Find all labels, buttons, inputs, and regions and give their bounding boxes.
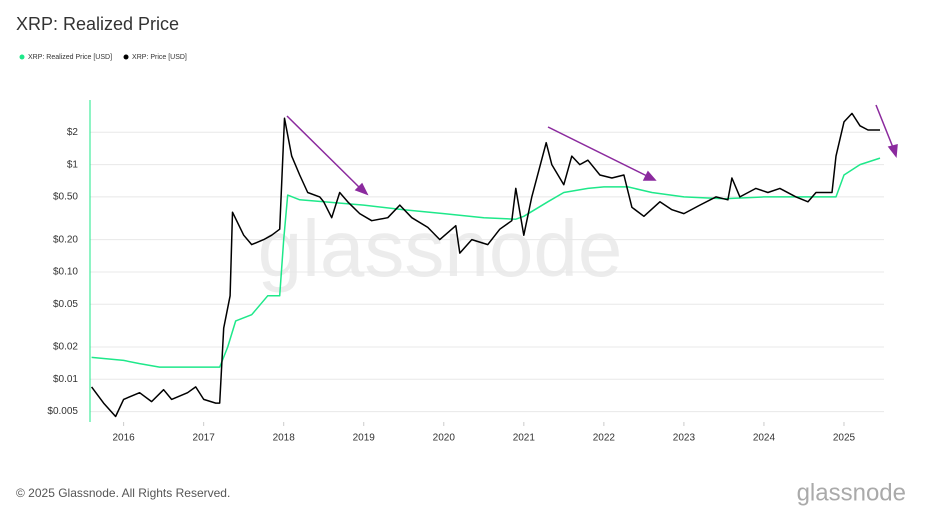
legend-swatch [123, 54, 129, 60]
y-tick-label: $2 [67, 127, 79, 138]
x-tick-label: 2023 [673, 433, 696, 444]
arrow-head [887, 144, 898, 158]
x-tick-label: 2016 [112, 433, 135, 444]
logo: glassnode [797, 479, 906, 506]
series-line [91, 157, 881, 368]
trend-arrow [875, 104, 895, 151]
legend-label: XRP: Realized Price [USD] [28, 54, 112, 61]
y-tick-label: $0.02 [53, 342, 78, 353]
series-line [90, 112, 880, 418]
footer: © 2025 Glassnode. All Rights Reserved. [16, 486, 230, 500]
x-tick-label: 2022 [593, 433, 616, 444]
legend-swatch [19, 54, 25, 60]
x-tick-label: 2019 [353, 433, 376, 444]
legend-label: XRP: Price [USD] [132, 54, 187, 61]
x-tick-label: 2018 [273, 433, 296, 444]
chart-title: XRP: Realized Price [16, 14, 179, 34]
y-tick-label: $0.005 [47, 406, 78, 417]
y-tick-label: $0.20 [53, 234, 78, 245]
x-tick-label: 2021 [513, 433, 536, 444]
watermark: glassnode [258, 204, 623, 293]
x-tick-label: 2017 [193, 433, 216, 444]
plot-area [90, 112, 881, 418]
y-tick-label: $0.05 [53, 299, 78, 310]
x-tick-label: 2020 [433, 433, 456, 444]
annotations [286, 104, 898, 196]
x-tick-label: 2024 [753, 433, 776, 444]
y-tick-label: $0.01 [53, 374, 78, 385]
y-tick-label: $1 [67, 159, 79, 170]
grid: $0.005 $0.01 $0.02 $0.05 $0.10 $0.20 $0.50 $1 $2… [47, 100, 884, 444]
y-tick-label: $0.50 [53, 192, 78, 203]
arrow-head [354, 182, 369, 196]
trend-arrow [547, 126, 650, 178]
arrow-head [642, 170, 657, 181]
y-tick-label: $0.10 [53, 267, 78, 278]
x-tick-label: 2025 [833, 433, 856, 444]
legend: XRP: Realized Price [USD] XRP: Price [USD… [19, 54, 187, 61]
trend-arrow [286, 115, 363, 191]
